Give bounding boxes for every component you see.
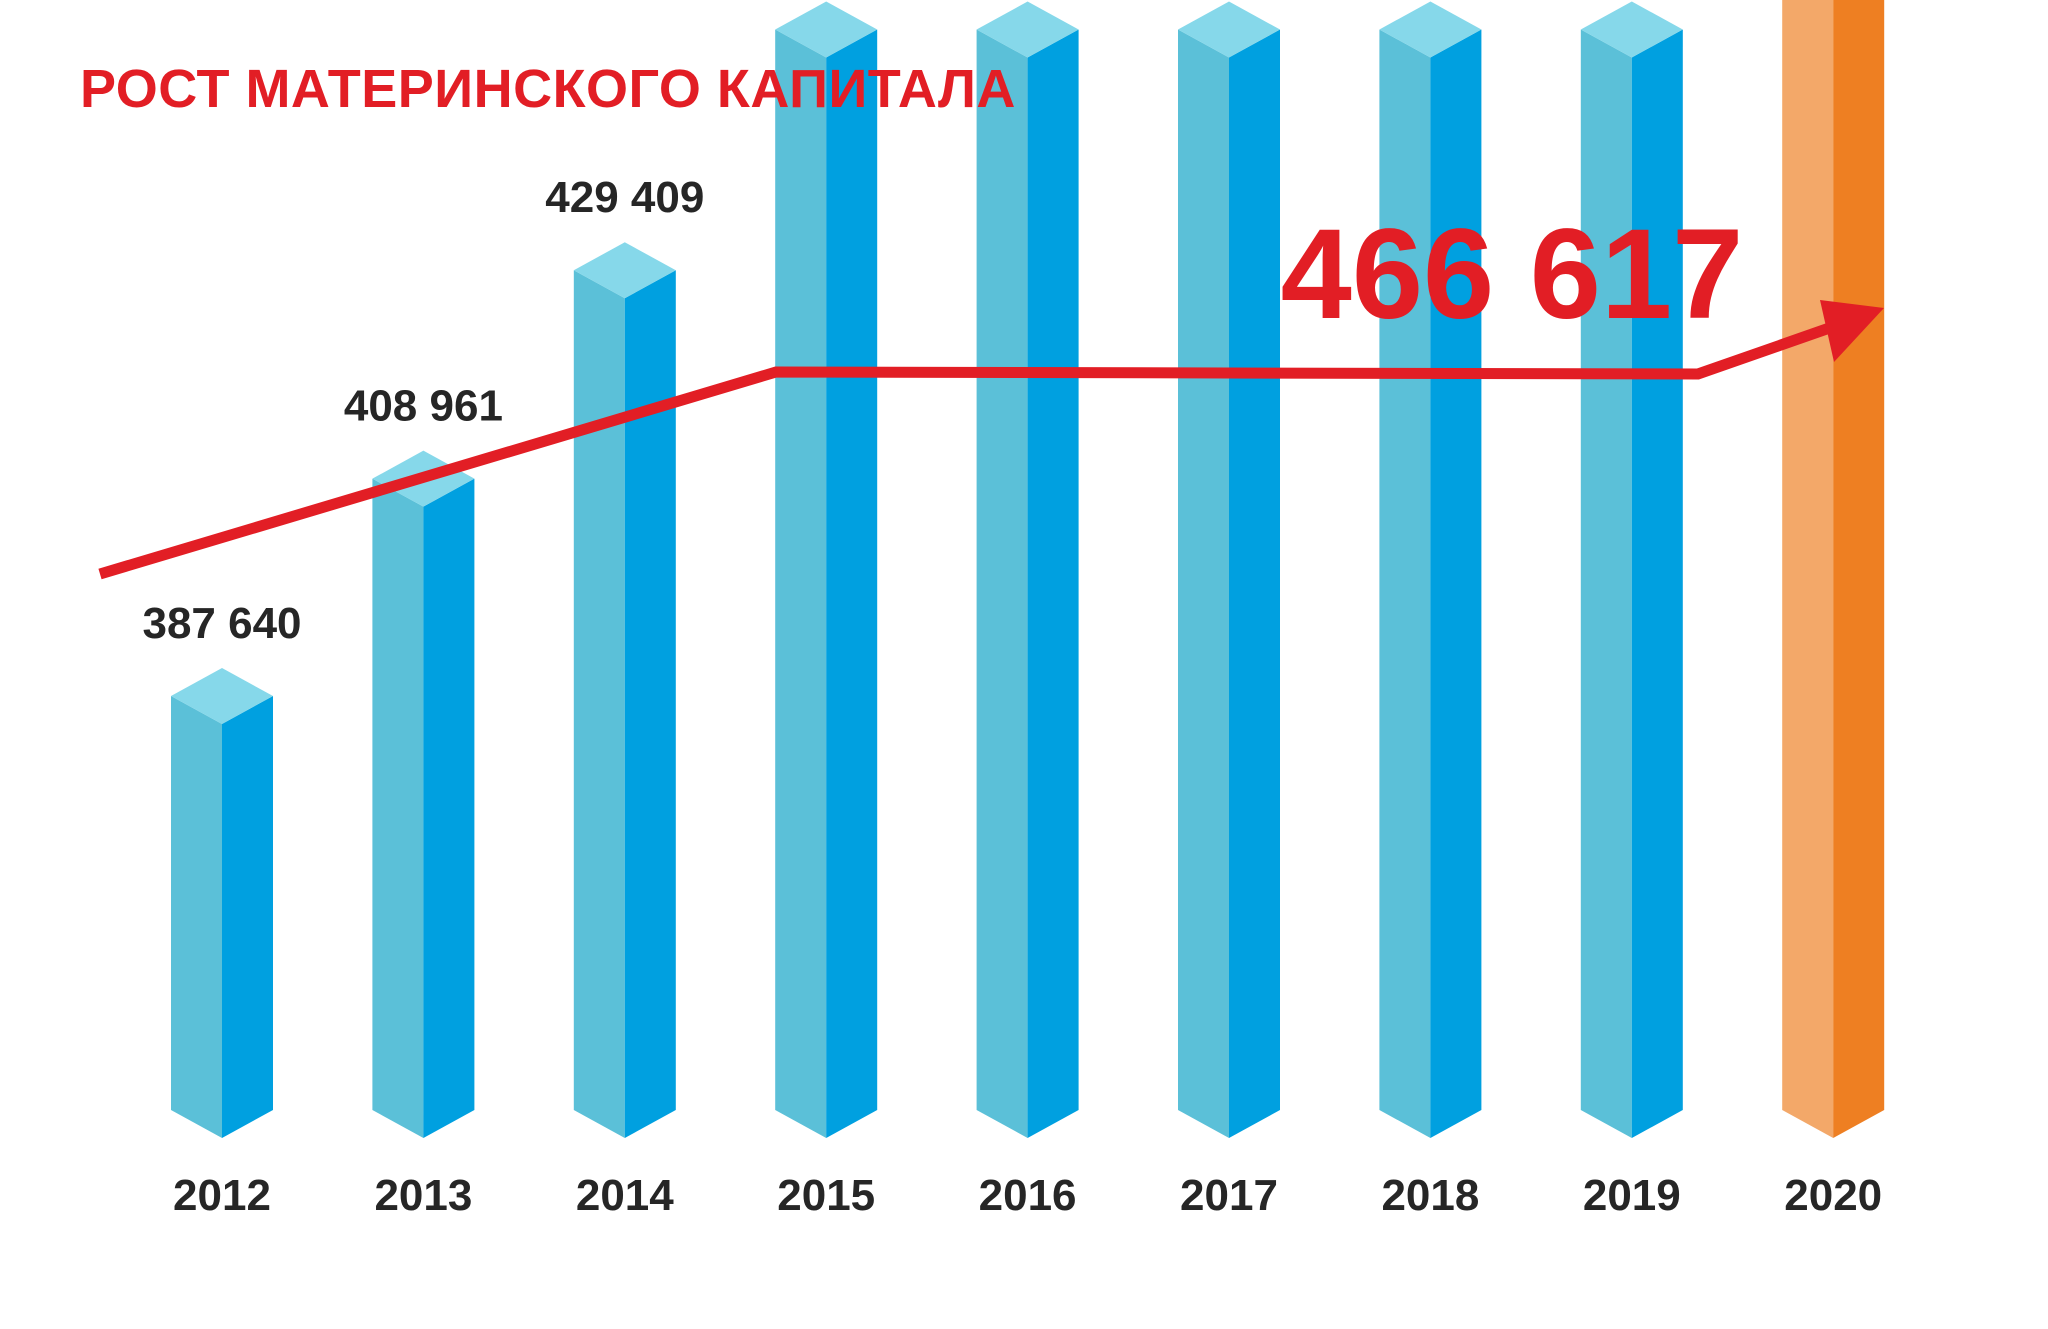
bar-top-face bbox=[1379, 1, 1482, 58]
x-tick-label: 2019 bbox=[1583, 1171, 1681, 1220]
data-label: 408 961 bbox=[344, 382, 503, 431]
x-tick-label: 2016 bbox=[979, 1171, 1077, 1220]
bar-front-face bbox=[1782, 0, 1834, 1138]
bar-side-face bbox=[1833, 0, 1885, 1138]
bar-side-face bbox=[826, 29, 878, 1138]
bar-side-face bbox=[1430, 29, 1482, 1138]
x-tick-label: 2018 bbox=[1381, 1171, 1479, 1220]
x-tick-label: 2015 bbox=[777, 1171, 875, 1220]
bar-front-face bbox=[372, 478, 424, 1138]
x-tick-label: 2012 bbox=[173, 1171, 271, 1220]
bar-top-face bbox=[1178, 1, 1280, 58]
bar-side-face bbox=[1631, 29, 1683, 1138]
trend-arrow-line bbox=[98, 319, 1840, 580]
x-tick-label: 2020 bbox=[1784, 1171, 1882, 1220]
x-tick-label: 2017 bbox=[1180, 1171, 1278, 1220]
bar-side-face bbox=[1027, 29, 1079, 1138]
x-tick-label: 2014 bbox=[576, 1171, 674, 1220]
x-tick-label: 2013 bbox=[374, 1171, 472, 1220]
chart-title: РОСТ МАТЕРИНСКОГО КАПИТАЛА bbox=[80, 59, 1016, 119]
bar-front-face bbox=[775, 29, 827, 1138]
bar-top-face bbox=[171, 668, 273, 724]
bar-side-face bbox=[222, 696, 273, 1138]
bar-top-face bbox=[775, 1, 878, 58]
bar-top-face bbox=[1580, 1, 1683, 58]
bar-side-face bbox=[1229, 29, 1280, 1138]
bar-front-face bbox=[976, 29, 1028, 1138]
bar-top-face bbox=[976, 1, 1079, 58]
bar-front-face bbox=[573, 270, 625, 1138]
bar-front-face bbox=[1178, 29, 1229, 1138]
trend-arrow-head bbox=[1820, 300, 1884, 362]
bar-front-face bbox=[1580, 29, 1632, 1138]
data-label: 387 640 bbox=[142, 599, 301, 648]
bar-side-face bbox=[624, 270, 676, 1138]
bar-top-face bbox=[573, 242, 676, 299]
highlight-value-label: 466 617 bbox=[1281, 203, 1744, 346]
data-label: 429 409 bbox=[545, 173, 704, 222]
bar-side-face bbox=[423, 478, 475, 1138]
bar-front-face bbox=[1379, 29, 1431, 1138]
bar-front-face bbox=[171, 696, 222, 1138]
